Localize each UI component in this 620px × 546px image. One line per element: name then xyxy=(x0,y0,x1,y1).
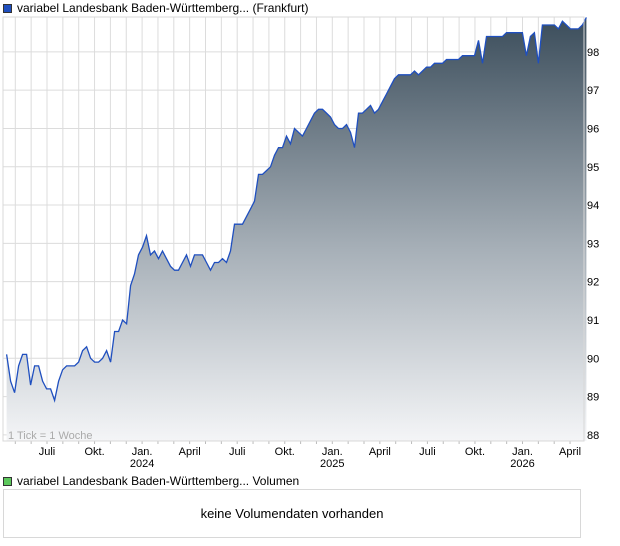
y-tick-label: 96 xyxy=(587,123,599,135)
y-tick-label: 93 xyxy=(587,238,599,250)
y-tick-label: 89 xyxy=(587,392,599,404)
x-tick-label: April xyxy=(369,446,391,458)
x-tick-year: 2026 xyxy=(510,458,534,470)
y-tick-label: 98 xyxy=(587,47,599,59)
price-area xyxy=(6,17,587,442)
x-tick-label: Jan. xyxy=(512,446,533,458)
x-tick-label: Juli xyxy=(419,446,436,458)
price-legend-label: variabel Landesbank Baden-Württemberg...… xyxy=(17,1,309,15)
y-tick-label: 95 xyxy=(587,162,599,174)
x-tick-year: 2025 xyxy=(320,458,344,470)
x-tick-label: Okt. xyxy=(84,446,104,458)
y-tick-label: 88 xyxy=(587,430,599,442)
price-line xyxy=(5,17,587,403)
no-volume-message: keine Volumendaten vorhanden xyxy=(200,506,384,521)
x-tick-label: Juli xyxy=(229,446,246,458)
y-tick-label: 94 xyxy=(587,200,599,212)
volume-panel: keine Volumendaten vorhanden xyxy=(3,489,581,538)
x-tick-label: Jan. xyxy=(322,446,343,458)
price-legend-swatch xyxy=(3,3,12,13)
x-tick-label: Okt. xyxy=(465,446,485,458)
y-tick-label: 91 xyxy=(587,315,599,327)
interval-note: 1 Tick = 1 Woche xyxy=(8,430,92,442)
y-tick-label: 97 xyxy=(587,85,599,97)
x-tick-year: 2024 xyxy=(130,458,154,470)
plot-frame xyxy=(2,16,585,442)
price-legend: variabel Landesbank Baden-Württemberg...… xyxy=(3,1,308,15)
x-tick-label: Juli xyxy=(39,446,56,458)
x-tick-label: Okt. xyxy=(275,446,295,458)
y-tick-label: 90 xyxy=(587,353,599,365)
x-tick-label: April xyxy=(179,446,201,458)
y-tick-label: 92 xyxy=(587,277,599,289)
volume-legend: variabel Landesbank Baden-Württemberg...… xyxy=(3,474,299,488)
x-tick-label: April xyxy=(559,446,581,458)
x-tick-label: Jan. xyxy=(132,446,153,458)
volume-legend-swatch xyxy=(3,476,12,486)
volume-legend-label: variabel Landesbank Baden-Württemberg...… xyxy=(17,474,300,488)
